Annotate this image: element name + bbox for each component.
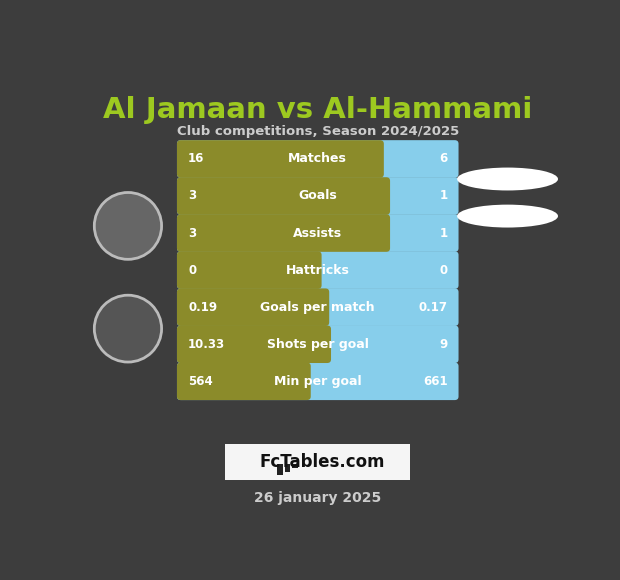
Text: Al Jamaan vs Al-Hammami: Al Jamaan vs Al-Hammami [103, 96, 533, 124]
FancyBboxPatch shape [177, 177, 459, 215]
Text: 26 january 2025: 26 january 2025 [254, 491, 381, 505]
FancyBboxPatch shape [177, 325, 459, 363]
Text: 661: 661 [423, 375, 448, 388]
Text: 10.33: 10.33 [188, 338, 225, 351]
FancyBboxPatch shape [177, 325, 331, 363]
FancyBboxPatch shape [177, 140, 459, 177]
FancyBboxPatch shape [177, 288, 329, 326]
Text: FcTables.com: FcTables.com [260, 453, 385, 471]
FancyBboxPatch shape [277, 464, 283, 475]
Text: 0: 0 [188, 264, 196, 277]
Text: 3: 3 [188, 190, 196, 202]
Text: Goals: Goals [298, 190, 337, 202]
Text: Min per goal: Min per goal [274, 375, 361, 388]
Ellipse shape [94, 295, 162, 362]
Text: 0.19: 0.19 [188, 300, 217, 314]
FancyBboxPatch shape [177, 214, 459, 252]
Text: 16: 16 [188, 153, 205, 165]
FancyBboxPatch shape [292, 464, 298, 469]
Text: Club competitions, Season 2024/2025: Club competitions, Season 2024/2025 [177, 125, 459, 139]
FancyBboxPatch shape [177, 362, 459, 400]
FancyBboxPatch shape [177, 288, 459, 326]
Text: 1: 1 [440, 190, 448, 202]
Text: Matches: Matches [288, 153, 347, 165]
Text: Shots per goal: Shots per goal [267, 338, 369, 351]
Text: 3: 3 [188, 227, 196, 240]
FancyBboxPatch shape [225, 444, 410, 480]
FancyBboxPatch shape [177, 362, 311, 400]
Text: Assists: Assists [293, 227, 342, 240]
FancyBboxPatch shape [177, 140, 384, 177]
Text: 0: 0 [440, 264, 448, 277]
Text: Goals per match: Goals per match [260, 300, 375, 314]
Ellipse shape [457, 168, 558, 190]
FancyBboxPatch shape [177, 214, 390, 252]
Text: Hattricks: Hattricks [286, 264, 350, 277]
Text: 9: 9 [439, 338, 448, 351]
Text: 0.17: 0.17 [418, 300, 448, 314]
Ellipse shape [457, 205, 558, 227]
FancyBboxPatch shape [177, 251, 322, 289]
FancyBboxPatch shape [285, 464, 290, 472]
Ellipse shape [94, 193, 162, 259]
Text: 564: 564 [188, 375, 213, 388]
Text: 6: 6 [439, 153, 448, 165]
FancyBboxPatch shape [177, 177, 390, 215]
Text: 1: 1 [440, 227, 448, 240]
FancyBboxPatch shape [177, 251, 459, 289]
